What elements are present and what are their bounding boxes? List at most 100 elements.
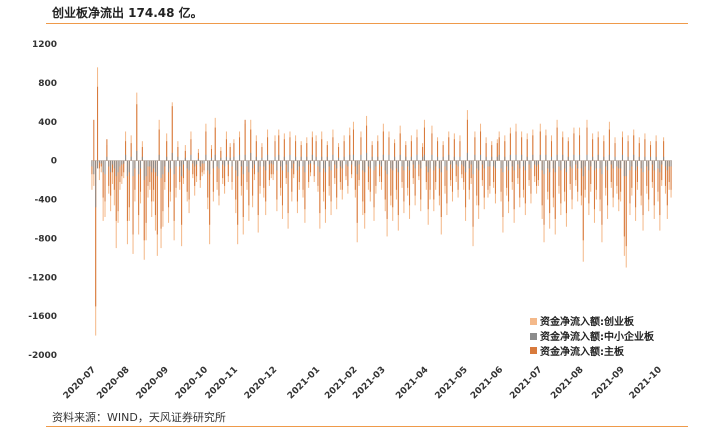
bar-zxb: [207, 160, 209, 171]
bar-main: [218, 160, 220, 196]
bar-zxb: [601, 160, 603, 175]
bar-zxb: [360, 154, 362, 161]
bar-main: [543, 160, 545, 225]
bar-zxb: [347, 160, 349, 167]
bar-zxb: [369, 160, 371, 169]
bar-zxb: [577, 160, 579, 169]
bar-main: [166, 141, 168, 161]
bar-zxb: [547, 160, 549, 169]
bar-zxb: [216, 160, 218, 167]
y-tick-label: 800: [38, 79, 57, 89]
bar-main: [377, 141, 379, 161]
bar-zxb: [371, 156, 373, 161]
bar-main: [328, 160, 330, 186]
bar-zxb: [438, 160, 440, 169]
bar-zxb: [345, 160, 347, 165]
bar-zxb: [364, 160, 366, 173]
bar-main: [636, 160, 638, 183]
bar-main: [121, 160, 123, 177]
bar-zxb: [670, 160, 672, 167]
bar-zxb: [636, 160, 638, 167]
bar-zxb: [222, 160, 224, 165]
legend-item-zxb: 资金净流入额:中小企业板: [530, 330, 655, 343]
bar-main: [532, 135, 534, 161]
bar-main: [539, 131, 541, 161]
bar-main: [565, 160, 567, 214]
bar-main: [326, 145, 328, 161]
bar-zxb: [132, 160, 134, 177]
bar-main: [317, 160, 319, 186]
bar-zxb: [655, 156, 657, 161]
bar-zxb: [552, 160, 554, 169]
bar-main: [354, 160, 356, 190]
x-tick-label: 2021-01: [286, 365, 322, 401]
bar-zxb: [442, 156, 444, 161]
bar-main: [506, 160, 508, 188]
bar-main: [560, 160, 562, 204]
bar-zxb: [459, 156, 461, 161]
bar-main: [579, 135, 581, 161]
y-tick-label: 0: [51, 157, 57, 167]
bar-main: [642, 160, 644, 216]
bar-zxb: [485, 156, 487, 161]
bar-zxb: [156, 160, 158, 177]
bar-main: [526, 139, 528, 161]
bar-main: [263, 160, 265, 188]
bar-main: [154, 160, 156, 216]
bar-main: [485, 143, 487, 161]
bar-main: [196, 160, 198, 177]
bar-main: [313, 160, 315, 177]
bar-zxb: [465, 160, 467, 173]
bar-main: [491, 145, 493, 161]
bar-main: [235, 160, 237, 200]
x-tick-label: 2020-08: [95, 365, 131, 401]
bar-zxb: [420, 160, 422, 169]
bar-cyb: [91, 160, 93, 190]
bar-main: [291, 160, 293, 192]
bar-zxb: [246, 160, 248, 167]
y-tick-label: -1600: [28, 312, 57, 322]
bar-main: [143, 160, 145, 241]
bar-zxb: [367, 160, 369, 167]
bar-main: [664, 160, 666, 186]
bar-main: [509, 133, 511, 161]
bar-main: [341, 160, 343, 190]
bar-main: [595, 160, 597, 190]
bar-main: [648, 160, 650, 200]
bar-main: [431, 133, 433, 161]
bar-main: [515, 131, 517, 161]
bar-zxb: [648, 160, 650, 171]
bar-zxb: [130, 156, 132, 161]
bar-main: [390, 160, 392, 196]
bar-main: [186, 160, 188, 192]
bar-zxb: [253, 160, 255, 165]
bar-zxb: [565, 160, 567, 173]
bar-main: [511, 160, 513, 183]
bar-main: [450, 160, 452, 181]
bar-zxb: [106, 156, 108, 161]
bar-zxb: [377, 156, 379, 161]
bar-zxb: [567, 156, 569, 161]
bar-zxb: [573, 154, 575, 161]
x-tick-label: 2020-09: [135, 365, 171, 401]
y-tick-label: -800: [34, 234, 57, 244]
bar-zxb: [143, 160, 145, 181]
bar-main: [222, 160, 224, 179]
bar-zxb: [252, 160, 254, 169]
bar-zxb: [433, 160, 435, 171]
bar-main: [319, 160, 321, 214]
bar-zxb: [543, 160, 545, 175]
bar-main: [655, 141, 657, 161]
bar-zxb: [597, 154, 599, 161]
bar-zxb: [343, 156, 345, 161]
bar-main: [621, 137, 624, 161]
bar-main: [487, 160, 489, 190]
bar-zxb: [487, 160, 489, 167]
bar-zxb: [287, 160, 289, 173]
bar-zxb: [104, 160, 106, 175]
bar-zxb: [466, 152, 468, 161]
x-tick-label: 2020-12: [243, 365, 279, 401]
bar-main: [403, 160, 405, 202]
x-tick-label: 2021-10: [628, 365, 664, 401]
bar-zxb: [549, 160, 551, 173]
